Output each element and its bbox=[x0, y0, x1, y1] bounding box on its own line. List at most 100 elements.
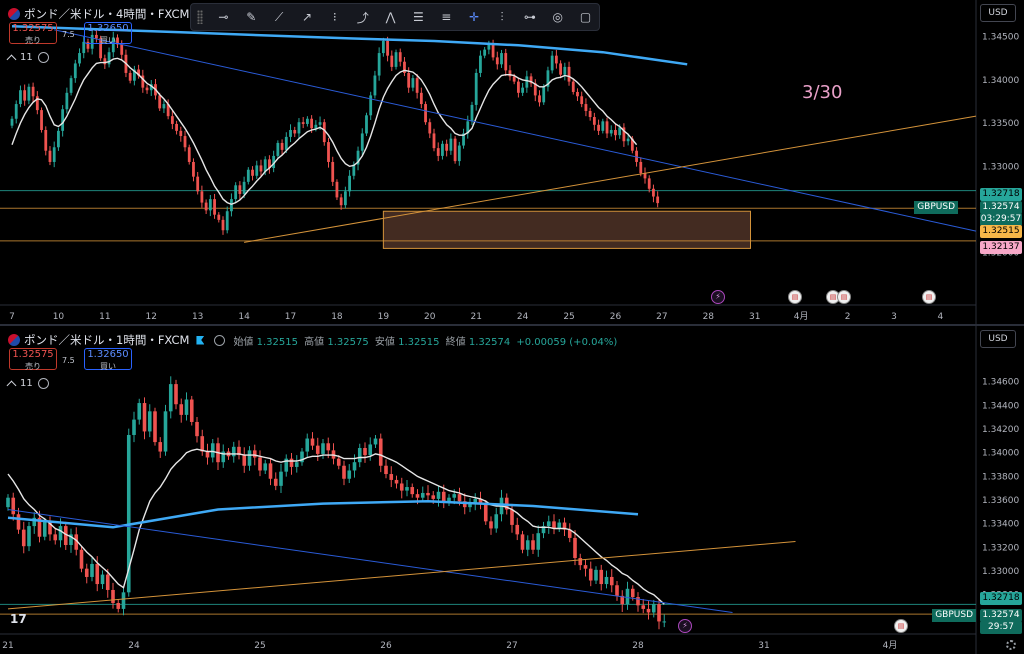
parallel-channel-icon[interactable]: ☰ bbox=[413, 10, 424, 24]
candle bbox=[145, 87, 149, 91]
candle bbox=[116, 37, 119, 45]
flag-icon[interactable] bbox=[196, 335, 205, 345]
chart-pane-4h[interactable]: 1.345001.340001.335001.330001.3200071011… bbox=[0, 0, 1024, 326]
candle bbox=[99, 38, 103, 59]
zigzag-icon[interactable]: ⋀ bbox=[385, 10, 396, 24]
crosshair-icon[interactable]: ✛ bbox=[469, 10, 480, 24]
candle bbox=[121, 592, 126, 609]
candle bbox=[149, 84, 153, 91]
path-icon[interactable]: ⤴ bbox=[356, 10, 369, 25]
chart-canvas-1h[interactable]: 1.34600 1.34400 1.34200 1.34000 1.33800 1.336… bbox=[0, 326, 1024, 654]
loop-icon[interactable] bbox=[37, 378, 49, 389]
candle bbox=[300, 451, 304, 463]
candle bbox=[504, 53, 508, 71]
candle bbox=[294, 462, 299, 467]
sell-button-1h[interactable]: 1.32575 売り bbox=[9, 348, 57, 371]
candle bbox=[483, 503, 488, 522]
us-flag-event-icon[interactable]: ▤ bbox=[837, 290, 851, 304]
candle bbox=[510, 509, 514, 525]
grip-icon[interactable] bbox=[197, 10, 203, 24]
loop-icon[interactable] bbox=[37, 52, 49, 63]
candle bbox=[352, 164, 356, 176]
candle bbox=[289, 458, 294, 467]
drawing-toolbar[interactable]: ⊸ ✎ ⟋ ↗ ⁝ ⤴ ⋀ ☰ ≡ ✛ ⫶ ⊶ ◎ ▢ bbox=[190, 3, 600, 31]
spread-1h: 7.5 bbox=[62, 356, 75, 365]
price-label-4h-1: 1.32718 bbox=[980, 188, 1022, 201]
chart-pane-1h[interactable]: 1.34600 1.34400 1.34200 1.34000 1.33800 1.336… bbox=[0, 326, 1024, 654]
candle bbox=[635, 150, 638, 162]
currency-button-4h[interactable]: USD bbox=[980, 4, 1016, 22]
candle bbox=[74, 534, 79, 550]
candle bbox=[651, 604, 656, 613]
y-tick-label: 1.33800 bbox=[982, 472, 1019, 482]
symbol-header-1h: ポンド／米ドル・1時間・FXCM 始値 1.32515 高値 1.32575 安… bbox=[8, 332, 620, 348]
orange-trend bbox=[7, 540, 796, 610]
sell-button-4h[interactable]: 1.32575 売り bbox=[9, 22, 57, 45]
buy-label-4h: 買い bbox=[100, 36, 116, 45]
y-tick-label: 1.33500 bbox=[982, 119, 1019, 129]
candle bbox=[457, 494, 462, 502]
symbol-title-4h[interactable]: ポンド／米ドル・4時間・FXCM bbox=[24, 7, 190, 21]
rectangle-icon[interactable]: ▢ bbox=[579, 10, 592, 24]
candle bbox=[636, 597, 640, 606]
trend-line-icon[interactable]: ⟋ bbox=[274, 9, 284, 24]
price-label-1h-2: 1.32574 bbox=[980, 609, 1022, 622]
candle bbox=[597, 124, 600, 131]
ray-icon[interactable]: ↗ bbox=[301, 10, 312, 24]
vertical-line-icon[interactable]: ⁝ bbox=[332, 10, 337, 24]
blue-trend bbox=[7, 509, 733, 613]
chart-canvas-4h[interactable]: 1.345001.340001.335001.330001.3200071011… bbox=[0, 0, 1024, 324]
candle bbox=[428, 122, 432, 134]
brush-icon[interactable]: ✎ bbox=[246, 10, 257, 24]
y-tick-label: 1.34200 bbox=[982, 425, 1019, 435]
currency-button-1h[interactable]: USD bbox=[980, 330, 1016, 348]
tradingview-logo[interactable]: 17 bbox=[10, 612, 27, 626]
candle bbox=[487, 44, 491, 50]
candle bbox=[166, 104, 170, 117]
candle bbox=[120, 44, 124, 55]
candle bbox=[174, 384, 178, 405]
horizontal-lines-icon[interactable]: ≡ bbox=[441, 10, 452, 24]
candle bbox=[27, 526, 31, 547]
indicator-toggle-1h[interactable]: 11 bbox=[6, 378, 49, 390]
buy-button-4h[interactable]: 1.32650 買い bbox=[84, 22, 132, 45]
candle bbox=[390, 55, 394, 67]
candle bbox=[441, 491, 446, 503]
candle bbox=[162, 104, 166, 109]
candle bbox=[571, 81, 575, 92]
price-label-4h-4: 1.32137 bbox=[980, 241, 1022, 254]
x-tick-label: 4 bbox=[938, 312, 944, 322]
x-tick-label: 26 bbox=[380, 641, 392, 651]
us-flag-event-icon[interactable]: ▤ bbox=[922, 290, 936, 304]
chevron-up-icon bbox=[6, 380, 17, 390]
ellipse-icon[interactable]: ◎ bbox=[552, 10, 563, 24]
candle bbox=[584, 104, 588, 111]
countdown-1h: 29:57 bbox=[980, 621, 1022, 634]
us-flag-event-icon[interactable]: ▤ bbox=[788, 290, 802, 304]
x-tick-label: 28 bbox=[632, 641, 644, 651]
event-bolt-icon[interactable]: ⚡ bbox=[678, 619, 692, 633]
buy-button-1h[interactable]: 1.32650 買い bbox=[84, 348, 132, 371]
x-tick-label: 31 bbox=[758, 641, 769, 651]
candle bbox=[529, 76, 533, 84]
horizontal-ray-icon[interactable]: ⊸ bbox=[218, 10, 229, 24]
candle bbox=[69, 534, 73, 546]
candle bbox=[327, 142, 330, 162]
x-tick-label: 13 bbox=[192, 312, 203, 322]
candle bbox=[474, 72, 478, 105]
candle bbox=[221, 219, 225, 231]
candle bbox=[626, 138, 630, 142]
fib-icon[interactable]: ⊶ bbox=[523, 10, 536, 24]
date-annotation[interactable]: 3/30 bbox=[802, 82, 842, 103]
blue-trend bbox=[54, 29, 977, 232]
candle bbox=[6, 497, 10, 508]
us-flag-event-icon[interactable]: ▤ bbox=[894, 619, 908, 633]
symbol-title-1h[interactable]: ポンド／米ドル・1時間・FXCM bbox=[24, 333, 190, 347]
candle bbox=[237, 446, 241, 456]
indicator-toggle-4h[interactable]: 11 bbox=[6, 52, 49, 64]
gear-icon[interactable] bbox=[1006, 640, 1016, 650]
pitchfork-icon[interactable]: ⫶ bbox=[500, 9, 504, 24]
indicator-count-4h: 11 bbox=[20, 52, 33, 63]
event-bolt-icon[interactable]: ⚡ bbox=[711, 290, 725, 304]
candle bbox=[525, 76, 529, 88]
